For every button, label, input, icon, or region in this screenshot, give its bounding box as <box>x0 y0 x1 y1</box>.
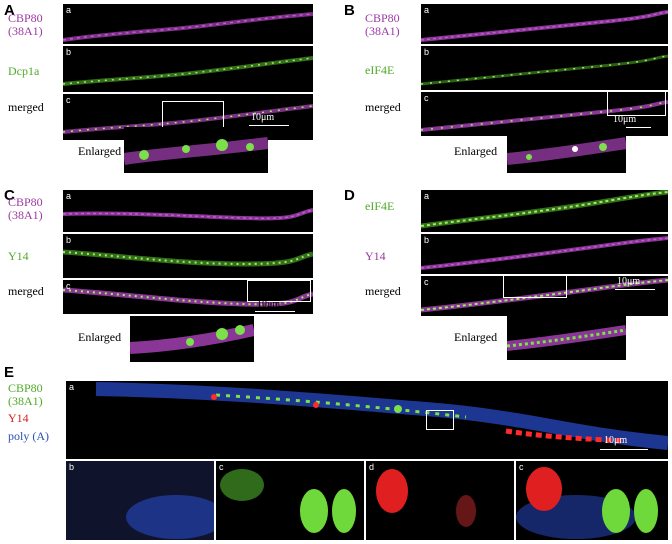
panel-e-tile-e: c <box>516 461 668 540</box>
panel-e-label-y14: Y14 <box>8 411 29 425</box>
panel-d-label-y14: Y14 <box>365 249 386 263</box>
panel-e-roi-box <box>426 410 454 430</box>
panel-b-strip-b: b <box>421 46 668 90</box>
panel-c-scale-bar <box>255 311 295 312</box>
panel-d-strip-c-image <box>421 277 668 313</box>
panel-b-label-eif4e: eIF4E <box>365 63 395 77</box>
panel-b-strip-a: a <box>421 4 668 44</box>
panel-c-letter: C <box>4 187 15 204</box>
panel-a-label-cbp80: CBP80 (38A1) <box>8 11 43 38</box>
panel-d-enlarged-image <box>507 314 626 360</box>
panel-d-enlarged-label: Enlarged <box>454 330 498 344</box>
panel-e-sub-b: b <box>69 462 75 472</box>
panel-a-enlarged-image <box>124 127 268 173</box>
panel-a-roi-box <box>162 101 224 129</box>
panel-c-strip-b-image <box>63 249 313 267</box>
panel-a-label-merged: merged <box>8 100 44 114</box>
panel-e-label-polya: poly (A) <box>8 429 49 443</box>
panel-d-sub-b: b <box>424 235 430 245</box>
panel-a-strip-a-image <box>63 12 313 42</box>
panel-d-label-merged: merged <box>365 284 401 298</box>
panel-a-strip-a: a <box>63 4 313 44</box>
panel-d-strip-c: c 10μm <box>421 276 668 316</box>
panel-d-scale-label: 10μm <box>617 276 641 287</box>
panel-b-label-cbp80: CBP80 (38A1) <box>365 11 400 38</box>
panel-c-strip-a: a <box>63 190 313 232</box>
panel-b-scale-bar <box>611 127 651 128</box>
panel-a-scale-label: 10μm <box>251 112 275 123</box>
panel-c-enlarged-label: Enlarged <box>78 330 122 344</box>
panel-d-letter: D <box>344 187 355 204</box>
panel-c-label-y14: Y14 <box>8 249 29 263</box>
panel-b-strip-c-image <box>421 100 668 132</box>
panel-d-scale-bar <box>615 289 655 290</box>
panel-b-letter: B <box>344 2 355 19</box>
panel-b-strip-b-image <box>421 54 668 86</box>
panel-b-sub-b: b <box>424 47 430 57</box>
panel-d-strip-a: a <box>421 190 668 232</box>
panel-c-sub-c: c <box>66 281 71 291</box>
panel-a-sub-b: b <box>66 47 72 57</box>
panel-d-strip-b: b <box>421 234 668 274</box>
panel-e-main-image: a 10μm <box>66 381 668 459</box>
panel-e-letter: E <box>4 364 15 381</box>
panel-c-strip-c: c 10μm <box>63 280 313 314</box>
panel-c-label-cbp80: CBP80 (38A1) <box>8 195 43 222</box>
panel-b-label-merged: merged <box>365 100 401 114</box>
panel-e-tile-d: d <box>366 461 514 540</box>
panel-a-letter: A <box>4 2 15 19</box>
panel-d-roi-box <box>503 276 567 298</box>
panel-b-roi-box <box>607 92 666 116</box>
panel-b-enlarged-image <box>507 127 626 173</box>
panel-c-sub-a: a <box>66 191 72 201</box>
panel-e-tile-c: c <box>216 461 364 540</box>
panel-e-tile-b: b <box>66 461 214 540</box>
panel-e-label-cbp80: CBP80 <box>8 381 43 395</box>
panel-b-sub-a: a <box>424 5 430 15</box>
panel-c-strip-c-image <box>63 287 313 307</box>
panel-a-strip-b: b <box>63 46 313 92</box>
panel-b-enlarged-label: Enlarged <box>454 144 498 158</box>
panel-d-label-eif4e: eIF4E <box>365 199 395 213</box>
panel-d-sub-c: c <box>424 277 429 287</box>
panel-a-strip-c-image <box>63 104 313 134</box>
panel-c-roi-box <box>247 280 311 302</box>
panel-d-strip-b-image <box>421 236 668 270</box>
panel-e-scale-bar <box>600 449 648 450</box>
panel-e-scale-label: 10μm <box>604 435 628 446</box>
panel-c-strip-b: b <box>63 234 313 278</box>
panel-c-scale-label: 10μm <box>257 299 281 310</box>
panel-c-enlarged-image <box>130 316 254 362</box>
panel-e-sub-d: d <box>369 462 375 472</box>
panel-a-label-dcp1a: Dcp1a <box>8 64 40 78</box>
panel-b-sub-c: c <box>424 93 429 103</box>
panel-d-sub-a: a <box>424 191 430 201</box>
panel-d-strip-a-image <box>421 190 668 229</box>
panel-b-strip-a-image <box>421 10 668 42</box>
panel-e-sub-c: c <box>219 462 224 472</box>
panel-e-label-38a1: (38A1) <box>8 394 43 408</box>
panel-a-scale-bar <box>249 125 289 126</box>
panel-e-sub-a: a <box>69 382 75 392</box>
panel-a-strip-b-image <box>63 56 313 86</box>
panel-a-sub-c: c <box>66 95 71 105</box>
panel-e-sub-e: c <box>519 462 524 472</box>
panel-c-label-merged: merged <box>8 284 44 298</box>
panel-a-sub-a: a <box>66 5 72 15</box>
panel-a-enlarged-label: Enlarged <box>78 144 122 158</box>
panel-b-scale-label: 10μm <box>613 114 637 125</box>
panel-c-sub-b: b <box>66 235 72 245</box>
panel-c-strip-a-image <box>63 208 313 221</box>
